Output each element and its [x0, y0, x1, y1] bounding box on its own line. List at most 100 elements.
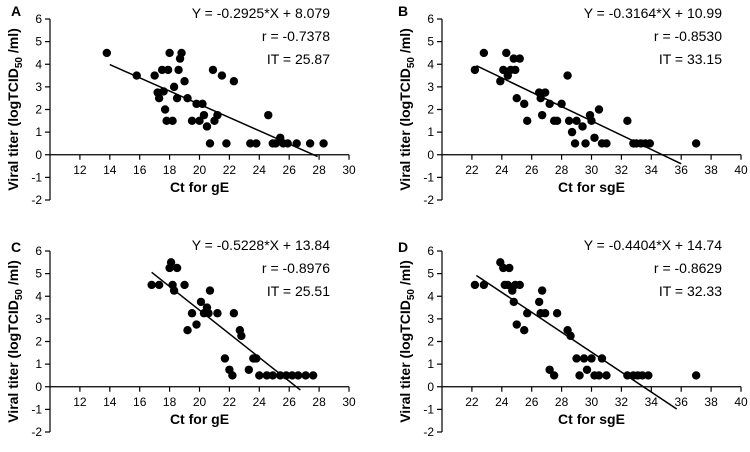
y-tick-label: 4 [35, 289, 42, 303]
data-point [587, 354, 596, 363]
data-point [536, 93, 545, 103]
x-axis-title: Ct for sgE [558, 179, 625, 195]
data-point [602, 371, 611, 380]
x-tick-label: 26 [525, 395, 539, 409]
data-point [195, 116, 204, 126]
y-tick-label: 2 [35, 103, 42, 117]
x-axis-title: Ct for sgE [558, 411, 625, 427]
y-axis-title-main: Viral titer (logTCID [397, 68, 413, 191]
y-tick-label: 4 [35, 57, 42, 71]
data-point [540, 88, 550, 97]
panel-label: C [11, 239, 21, 255]
data-point [169, 286, 179, 295]
data-point [187, 116, 197, 126]
y-tick-label: 1 [35, 357, 42, 371]
x-tick-label: 28 [555, 163, 569, 177]
data-point [262, 371, 271, 380]
data-point [552, 116, 562, 126]
y-tick-label: -1 [423, 402, 434, 416]
panel-label: A [11, 3, 21, 19]
data-point [183, 93, 192, 103]
y-tick-label: -2 [423, 425, 434, 439]
data-point [205, 286, 215, 295]
data-point [594, 105, 604, 114]
data-point [147, 280, 156, 290]
data-point [102, 48, 112, 58]
regression-line [476, 65, 682, 165]
data-point [196, 297, 206, 307]
x-axis-title: Ct for gE [170, 179, 229, 195]
data-point [159, 87, 168, 96]
x-tick-label: 32 [615, 395, 629, 409]
x-tick-label: 38 [704, 395, 718, 409]
data-point [252, 354, 261, 363]
annotation-2: IT = 32.33 [659, 283, 722, 299]
panel-label: B [398, 3, 408, 19]
y-tick-label: 0 [427, 380, 434, 394]
annotation-0: Y = -0.3164*X + 10.99 [584, 5, 723, 21]
x-axis-title: Ct for gE [170, 411, 229, 427]
data-point [509, 54, 518, 63]
y-axis-title-tail: /ml) [397, 260, 413, 289]
x-tick-label: 12 [73, 395, 87, 409]
x-tick-label: 18 [163, 395, 177, 409]
data-point [213, 110, 222, 120]
y-tick-label: 6 [427, 244, 434, 258]
x-tick-label: 22 [465, 395, 479, 409]
y-tick-label: 5 [427, 35, 434, 49]
data-point [187, 309, 197, 318]
y-tick-label: 2 [427, 103, 434, 117]
annotation-1: r = -0.8976 [262, 260, 330, 276]
data-point [229, 309, 239, 318]
y-tick-label: 5 [35, 35, 42, 49]
x-tick-label: 22 [223, 395, 237, 409]
y-tick-label: 6 [427, 12, 434, 26]
annotation-2: IT = 25.87 [267, 51, 330, 67]
x-tick-label: 20 [193, 395, 207, 409]
y-axis-title-main: Viral titer (logTCID [397, 300, 413, 423]
x-tick-label: 14 [103, 163, 117, 177]
data-point [540, 309, 550, 318]
y-tick-label: 3 [35, 80, 42, 94]
data-point [293, 371, 303, 380]
x-tick-label: 40 [734, 163, 748, 177]
data-point [479, 280, 489, 290]
x-tick-label: 12 [73, 163, 87, 177]
y-tick-label: 3 [427, 312, 434, 326]
data-point [499, 263, 508, 273]
data-point [537, 286, 547, 295]
data-point [180, 280, 189, 290]
y-tick-label: 6 [35, 12, 42, 26]
data-point [162, 116, 171, 126]
x-tick-label: 26 [283, 163, 297, 177]
x-tick-label: 26 [283, 395, 297, 409]
data-point [198, 99, 207, 109]
data-point [520, 99, 529, 109]
data-point [150, 71, 159, 80]
x-tick-label: 30 [342, 395, 356, 409]
data-point [496, 77, 505, 86]
data-point [168, 116, 177, 126]
data-point [512, 93, 521, 103]
x-tick-label: 22 [223, 163, 237, 177]
x-tick-label: 16 [133, 395, 147, 409]
data-point [183, 325, 192, 335]
data-point [587, 116, 596, 126]
data-point [691, 139, 701, 148]
data-point [276, 371, 285, 380]
data-point [578, 122, 587, 131]
data-point [570, 139, 580, 148]
y-tick-label: 1 [35, 125, 42, 139]
data-point [287, 371, 297, 380]
y-axis-title: Viral titer (logTCID50 /ml) [397, 260, 417, 423]
y-tick-label: 5 [35, 267, 42, 281]
x-tick-label: 34 [645, 163, 659, 177]
data-point [308, 371, 318, 380]
data-point [523, 116, 532, 126]
data-point [292, 139, 301, 148]
x-tick-label: 38 [704, 163, 718, 177]
data-point [264, 110, 273, 120]
data-point [545, 365, 554, 374]
